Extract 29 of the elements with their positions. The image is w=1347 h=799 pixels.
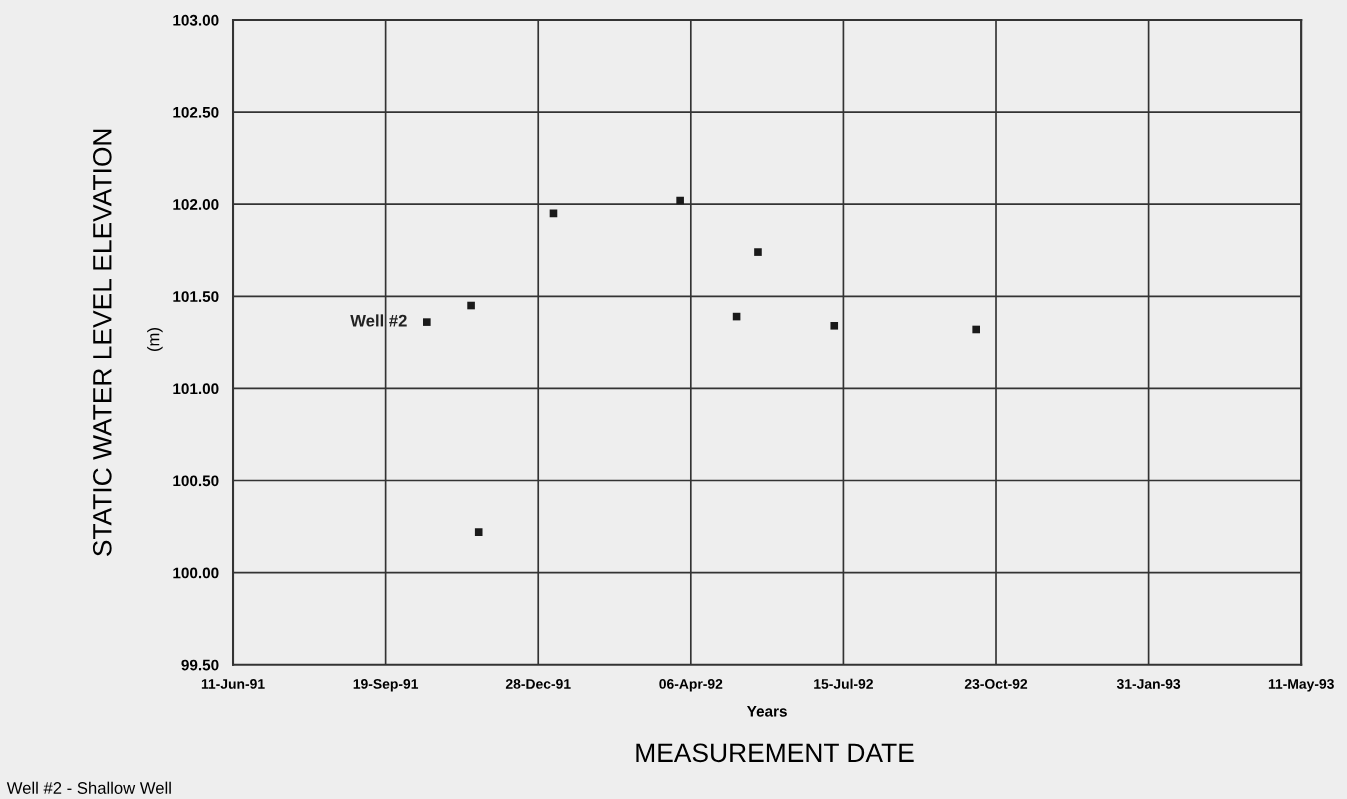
y-axis-title: STATIC WATER LEVEL ELEVATION [92, 129, 112, 557]
x-tick-label: 15-Jul-92 [814, 678, 873, 689]
y-tick-label: 99.50 [181, 659, 219, 671]
y-tick-label: 100.00 [173, 567, 219, 579]
point [423, 318, 431, 326]
x-tick-label: 23-Oct-92 [964, 679, 1028, 689]
x-tick-label: 11-May-93 [1268, 679, 1334, 692]
y-tick-label: 102.00 [173, 199, 219, 210]
x-axis-title: Years [746, 706, 787, 717]
series-label: Well #2 [350, 314, 407, 327]
point [676, 196, 684, 205]
y-tick-label: 101.00 [173, 383, 219, 395]
y-tick-label: 101.50 [173, 291, 219, 302]
point [830, 321, 839, 330]
y-tick-label: 102.50 [173, 106, 219, 118]
text: (m) [147, 328, 163, 352]
text: MEASUREMENT DATE [636, 743, 914, 763]
x-tick-label: 11-Jun-91 [201, 679, 265, 689]
point [972, 325, 980, 334]
text: Well #2 - Shallow Well [6, 781, 171, 794]
y-tick-label: 103.00 [173, 14, 219, 26]
x-tick-label: 19-Sep-91 [353, 679, 419, 692]
x-tick-label: 28-Dec-91 [505, 679, 571, 689]
x-tick-label: 06-Apr-92 [659, 679, 723, 692]
x-tick-label: 31-Jan-93 [1116, 679, 1181, 689]
point [474, 528, 483, 536]
point [467, 301, 475, 310]
point [754, 248, 762, 256]
y-tick-label: 100.50 [173, 475, 219, 487]
